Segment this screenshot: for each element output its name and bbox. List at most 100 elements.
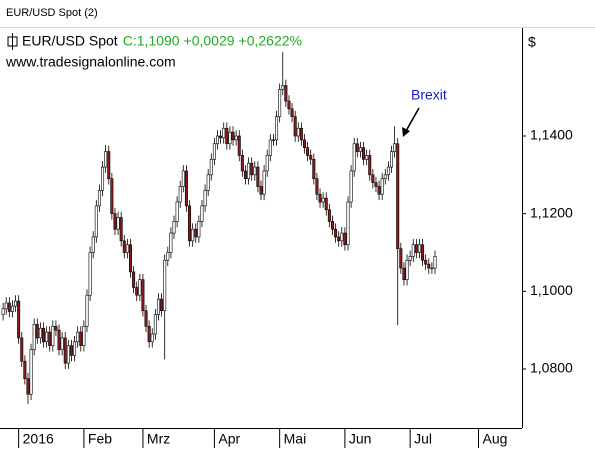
candle-body [69,345,73,356]
candle-body [287,100,291,110]
candle-body [334,228,338,238]
candle-body [414,244,418,253]
candle-body [362,147,366,160]
candle-body [343,232,347,246]
x-tick-label: Jun [349,431,372,447]
candle-body [421,244,425,261]
candle-body [290,108,294,117]
candle-body [389,151,393,168]
candle-body [281,85,285,90]
candle-body [240,155,244,172]
window-title: EUR/USD Spot (2) [6,7,98,19]
candle-body [200,205,204,222]
candle-body [35,324,39,339]
candle-body [10,305,14,312]
candle-body [346,201,350,246]
candle-body [278,89,282,117]
candle-body [132,271,136,288]
candle-body [262,170,266,195]
candle-body [14,300,18,307]
candle-body [206,174,210,191]
candle-body [312,159,316,180]
legend-series-name: EUR/USD Spot [22,33,118,49]
candle-body [197,221,201,238]
y-tick-label: 1,1200 [530,204,573,220]
candle-body [29,349,33,395]
candle-body [169,232,173,253]
candle-body [17,300,21,339]
legend-quote: C:1,1090 [123,33,180,49]
x-tick-label: Jul [414,431,432,447]
candle-body [427,263,431,269]
candle-body [393,143,397,152]
candle-body [408,256,412,261]
legend-quote: +0,2622% [239,33,302,49]
candle-body [386,166,390,176]
candle-body [293,116,297,137]
x-tick-label: Mrz [147,431,170,447]
candle-body [156,298,160,315]
x-tick-label: 2016 [23,431,54,447]
candle-body [358,147,362,152]
candle-body [79,331,83,346]
candle-body [417,244,421,253]
candle-body [76,331,80,343]
candle-body [327,209,331,222]
candle-body [330,221,334,230]
candle-body [368,155,372,176]
candle-body [315,178,319,195]
candle-body [306,147,310,156]
candle-body [349,170,353,203]
candle-body [4,302,8,310]
candle-body [194,228,198,238]
candle-body [253,166,257,176]
candle-body [259,186,263,195]
candle-body [225,127,229,145]
candle-body [66,345,70,364]
candle-body [97,190,101,207]
candle-body [237,135,241,156]
candle-body [430,267,434,270]
candle-body [188,205,192,242]
x-tick-label: Aug [483,431,508,447]
candle-body [153,314,157,335]
candle-body [355,143,359,152]
candle-body [113,213,117,230]
candle-body [309,155,313,160]
candle-body [20,337,24,362]
candle-body [374,182,378,187]
candle-body [228,131,232,145]
candle-body [175,201,179,222]
candle-body [141,279,145,312]
candle-body [147,325,151,343]
candle-body [138,279,142,296]
candle-body [94,205,98,238]
candle-body [247,162,251,180]
candle-body [82,325,86,346]
y-tick-label: 1,1400 [530,127,573,143]
candle-body [296,127,300,137]
candle-body [32,324,36,350]
candle-body [405,259,409,280]
candle-body [324,197,328,211]
candle-body [135,287,139,296]
candle-body [216,135,220,145]
candle-body [402,267,406,280]
candle-body [340,232,344,242]
candle-body [73,341,77,356]
candle-body [63,337,67,364]
candle-body [352,143,356,172]
candle-body [268,139,272,156]
candle-body [57,329,61,350]
candle-body [119,217,123,242]
candle-body [203,190,207,207]
candle-body [101,166,105,191]
candle-body [160,298,164,312]
candle-body [371,174,375,183]
candle-body [377,186,381,195]
candle-body [424,259,428,265]
candle-body [85,294,89,327]
y-axis-unit: $ [528,34,536,50]
